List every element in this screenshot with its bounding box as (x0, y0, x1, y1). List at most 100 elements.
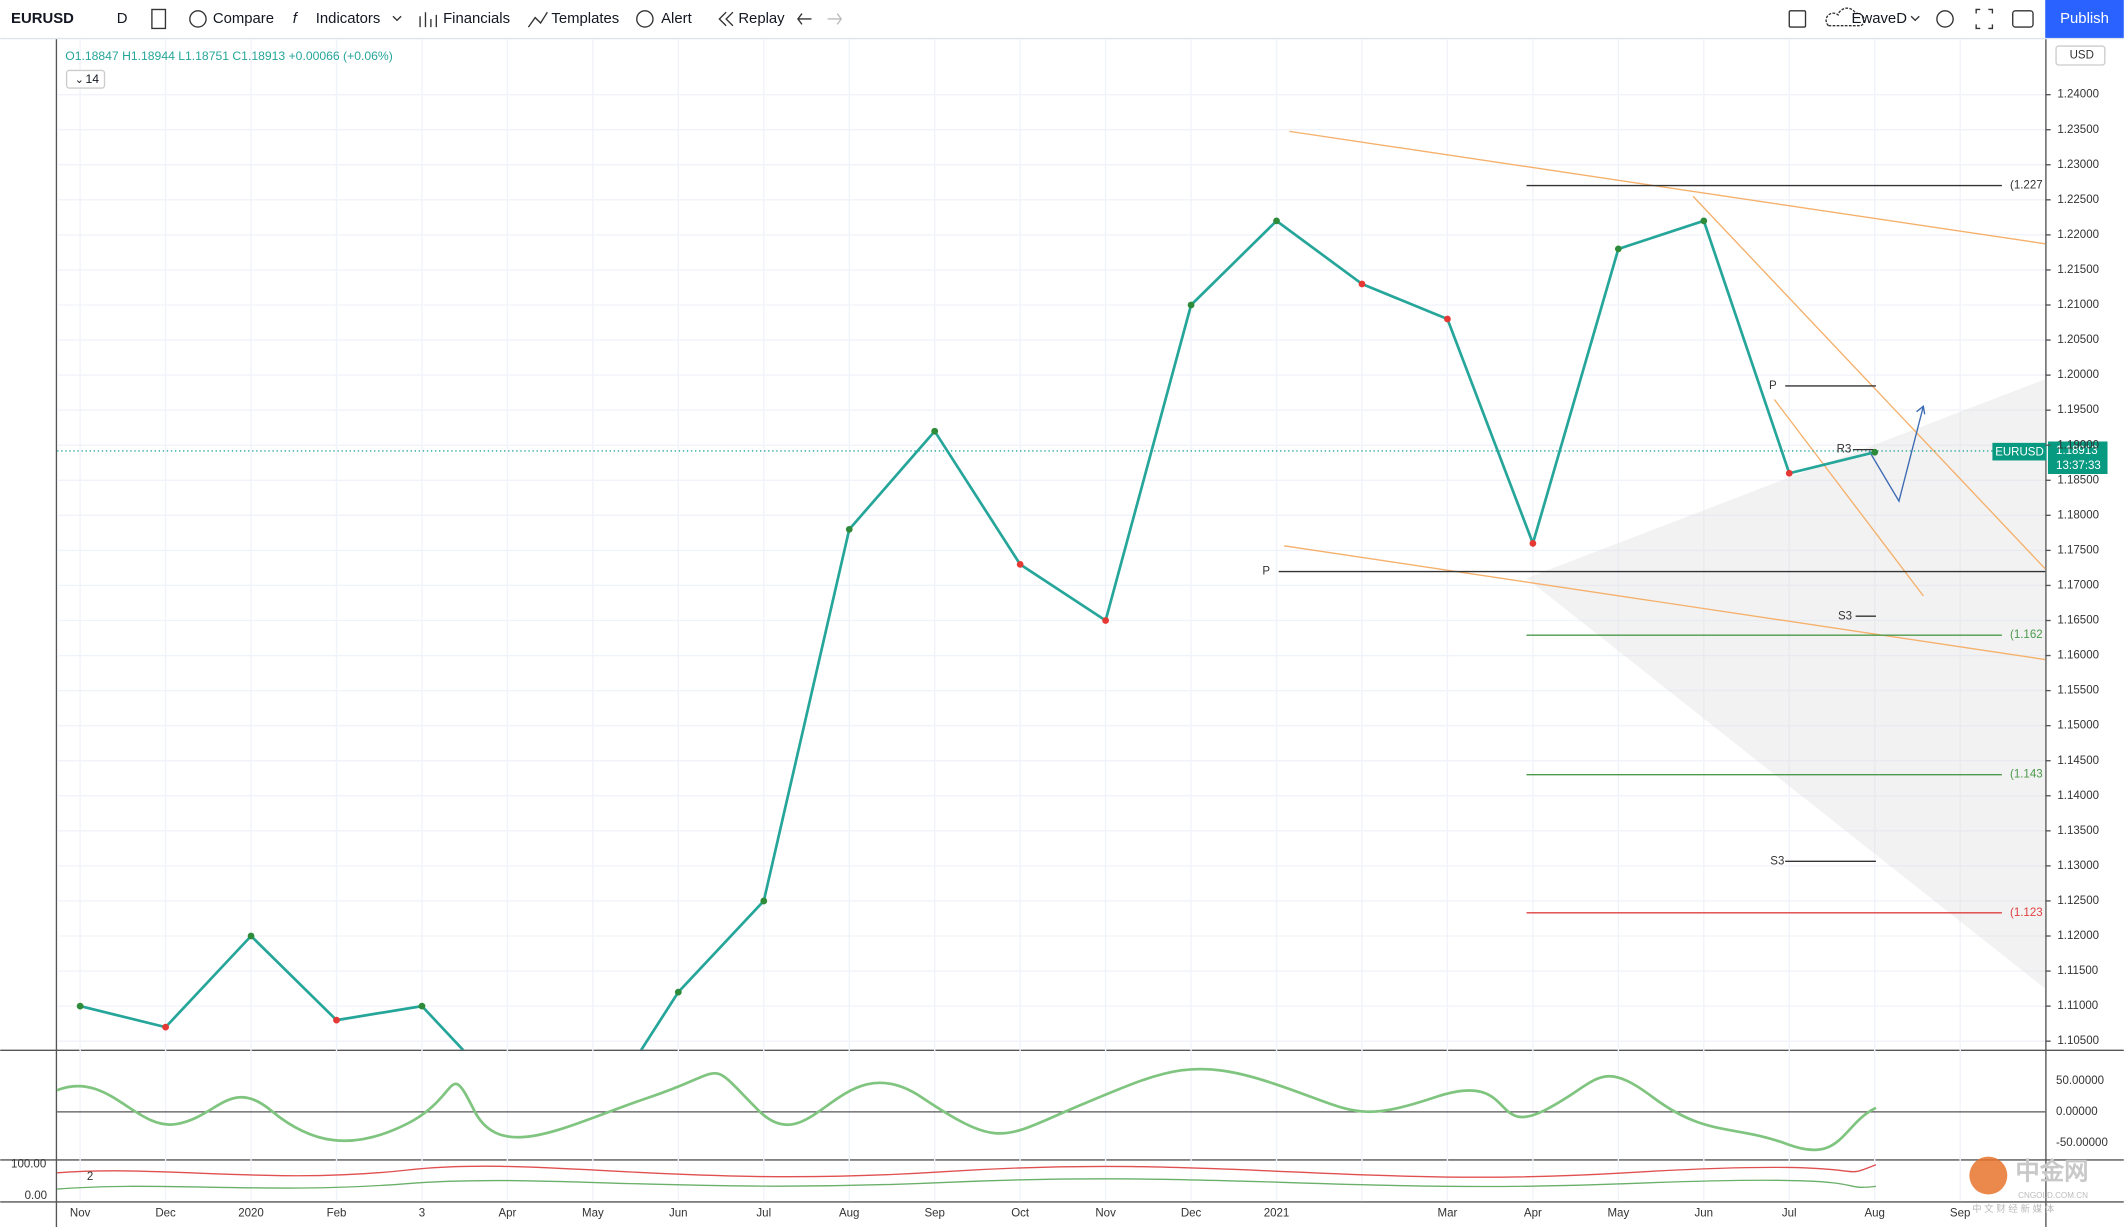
symbol-tag (1992, 442, 2047, 461)
compare-button[interactable]: Compare (213, 11, 274, 27)
y-tick-label: 1.11500 (2057, 965, 2098, 977)
undo[interactable] (797, 13, 812, 25)
alert-icon[interactable] (636, 10, 654, 28)
price-point (1785, 469, 1793, 477)
settings-icon[interactable] (1936, 10, 1954, 28)
fib-channel (1526, 379, 2046, 989)
currency[interactable]: USD (2070, 50, 2094, 62)
price-point (76, 1002, 84, 1010)
lower-tick: 0.00 (25, 1190, 47, 1202)
x-tick-label: 2021 (1264, 1208, 1290, 1220)
chart-style-icon[interactable] (151, 8, 167, 30)
r3-label: R3 (1837, 444, 1852, 456)
y-tick-label: 1.22000 (2057, 229, 2099, 241)
indicators-icon[interactable]: f (293, 11, 299, 27)
y-tick-label: 1.15500 (2057, 685, 2099, 697)
trend-lines (1284, 130, 2046, 661)
price-point (1700, 217, 1708, 225)
y-tick-label: 1.14500 (2057, 755, 2099, 767)
publish-button-bg[interactable] (2045, 0, 2124, 38)
osc-tick: 50.00000 (2056, 1075, 2104, 1087)
level-label: (1.123 (2010, 907, 2043, 919)
y-tick-label: 1.19500 (2057, 404, 2099, 416)
pivot-label: P (1769, 380, 1777, 392)
indicator-toggle[interactable] (65, 69, 106, 89)
x-tick-label: Jun (669, 1208, 688, 1220)
x-tick-label: Jun (1695, 1208, 1714, 1220)
indicator-length[interactable]: 14 (86, 72, 100, 86)
y-tick-label: 1.16500 (2057, 615, 2099, 627)
price-point (1102, 617, 1109, 624)
y-tick-label: 1.13000 (2057, 860, 2099, 872)
price-point (1614, 245, 1622, 253)
symbol-tag-text: EURUSD (1995, 446, 2044, 458)
y-tick-label: 1.11000 (2057, 1000, 2098, 1012)
forecast-arrow (1868, 405, 1926, 503)
dropdown-arrow[interactable] (392, 15, 402, 22)
price-point (1444, 315, 1451, 323)
publish-button[interactable]: Publish (2060, 11, 2109, 27)
price-point (1273, 217, 1280, 225)
collapse-arrow[interactable]: ⌄ (75, 74, 84, 86)
x-tick-label: Apr (498, 1208, 516, 1220)
price-point (845, 525, 853, 533)
x-tick-label: Mar (1438, 1208, 1458, 1220)
watermark-logo (1969, 1156, 2008, 1195)
layout-dropdown[interactable] (1910, 15, 1920, 22)
lower-length: 2 (87, 1171, 93, 1183)
y-tick-label: 1.23500 (2057, 124, 2099, 136)
price-point (760, 897, 768, 905)
x-tick-label: Dec (1181, 1208, 1202, 1220)
financials-icon[interactable] (419, 12, 437, 28)
price-point (1529, 539, 1537, 547)
redo[interactable] (827, 13, 843, 25)
x-tick-label: Feb (327, 1208, 347, 1220)
symbol[interactable]: EURUSD (11, 11, 74, 27)
currency-button[interactable] (2055, 45, 2106, 66)
x-tick-label: 2020 (238, 1208, 264, 1220)
y-tick-label: 1.10500 (2057, 1035, 2099, 1047)
price-point (931, 427, 939, 435)
fullscreen-box[interactable] (1788, 10, 1807, 28)
snapshot-icon[interactable] (2012, 10, 2034, 28)
price-tag (2047, 441, 2108, 475)
y-tick-label: 1.21000 (2057, 299, 2099, 311)
templates-button[interactable]: Templates (551, 11, 619, 27)
price-point (333, 1016, 340, 1024)
watermark-tagline: 中 文 财 经 新 媒 体 (1972, 1203, 2055, 1215)
cloud-icon[interactable] (1825, 7, 1865, 27)
replay-icon[interactable] (718, 11, 734, 27)
price-point (1187, 301, 1195, 309)
level-label: (1.143 (2010, 769, 2043, 781)
expand-icon[interactable] (1975, 8, 1994, 30)
toolbar (0, 0, 2124, 38)
price-point (1016, 561, 1024, 568)
x-tick-label: May (582, 1208, 604, 1220)
lower-line (57, 1178, 1877, 1190)
y-tick-label: 1.19000 (2057, 439, 2099, 451)
x-tick-label: Aug (839, 1208, 859, 1220)
replay-button[interactable]: Replay (738, 11, 785, 27)
watermark-site: CNGOLD.COM.CN (2018, 1191, 2088, 1200)
indicators-button[interactable]: Indicators (316, 11, 381, 27)
x-tick-label: Sep (1950, 1208, 1970, 1220)
price-point (1358, 280, 1366, 288)
compare-icon[interactable] (189, 10, 207, 28)
y-tick-label: 1.15000 (2057, 720, 2099, 732)
y-tick-label: 1.21500 (2057, 264, 2099, 276)
y-tick-label: 1.14000 (2057, 790, 2099, 802)
templates-icon[interactable] (527, 11, 548, 28)
layout-name[interactable]: EwaveD (1852, 11, 1908, 27)
financials-button[interactable]: Financials (443, 11, 510, 27)
countdown: 13:37:33 (2056, 460, 2101, 472)
grid (57, 39, 2046, 1202)
interval[interactable]: D (117, 11, 128, 27)
lower-tick: 100.00 (11, 1159, 46, 1171)
pivot-label: P (1262, 566, 1270, 578)
x-tick-label: Nov (70, 1208, 91, 1220)
alert-button[interactable]: Alert (661, 11, 692, 27)
price-point (674, 988, 682, 996)
y-tick-label: 1.12500 (2057, 895, 2099, 907)
